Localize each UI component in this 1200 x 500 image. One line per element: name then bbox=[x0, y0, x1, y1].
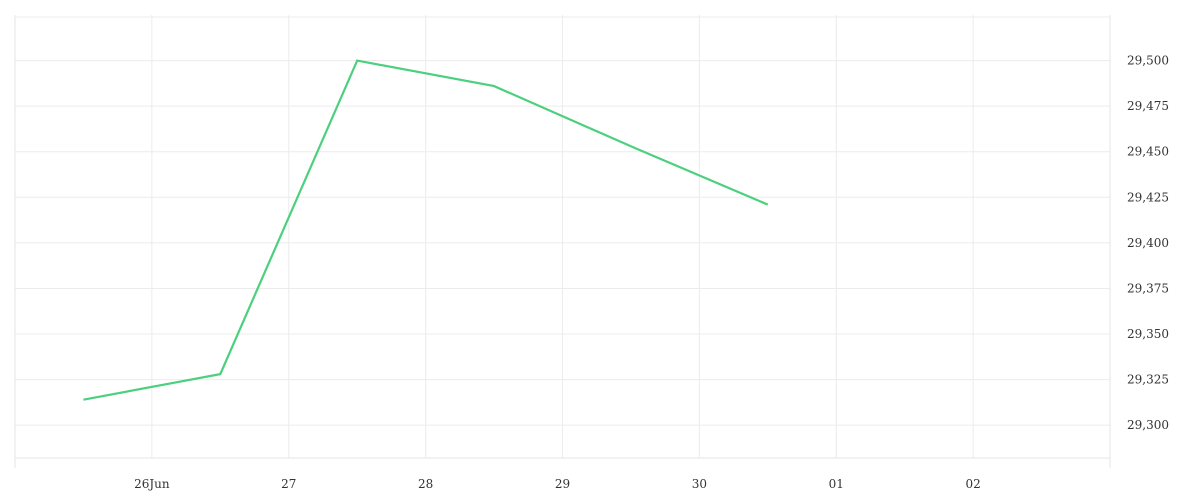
y-tick-label: 29,450 bbox=[1127, 145, 1169, 159]
series-layer bbox=[83, 59, 769, 401]
y-tick-label: 29,350 bbox=[1127, 327, 1169, 341]
series-line bbox=[83, 59, 769, 401]
x-tick-label: 30 bbox=[692, 477, 707, 491]
axis-layer bbox=[14, 15, 1111, 468]
y-tick-label: 29,400 bbox=[1127, 236, 1169, 250]
x-tick-label: 27 bbox=[281, 477, 296, 491]
grid-layer bbox=[15, 15, 1110, 458]
x-tick-label: 28 bbox=[418, 477, 433, 491]
x-tick-label: 29 bbox=[555, 477, 570, 491]
x-tick-label: 01 bbox=[829, 477, 844, 491]
x-tick-label: 26Jun bbox=[134, 477, 170, 491]
y-tick-label: 29,475 bbox=[1127, 99, 1169, 113]
y-tick-label: 29,375 bbox=[1127, 281, 1169, 295]
tick-labels: 29,300 29,325 29,350 29,375 29,400 29,425 29,4… bbox=[134, 54, 1169, 491]
y-tick-label: 29,300 bbox=[1127, 418, 1169, 432]
y-tick-label: 29,325 bbox=[1127, 373, 1169, 387]
x-tick-label: 02 bbox=[965, 477, 980, 491]
y-tick-label: 29,425 bbox=[1127, 190, 1169, 204]
y-tick-label: 29,500 bbox=[1127, 54, 1169, 68]
